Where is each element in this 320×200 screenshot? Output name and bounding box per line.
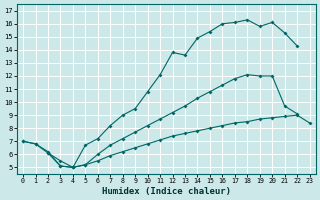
X-axis label: Humidex (Indice chaleur): Humidex (Indice chaleur) — [102, 187, 231, 196]
